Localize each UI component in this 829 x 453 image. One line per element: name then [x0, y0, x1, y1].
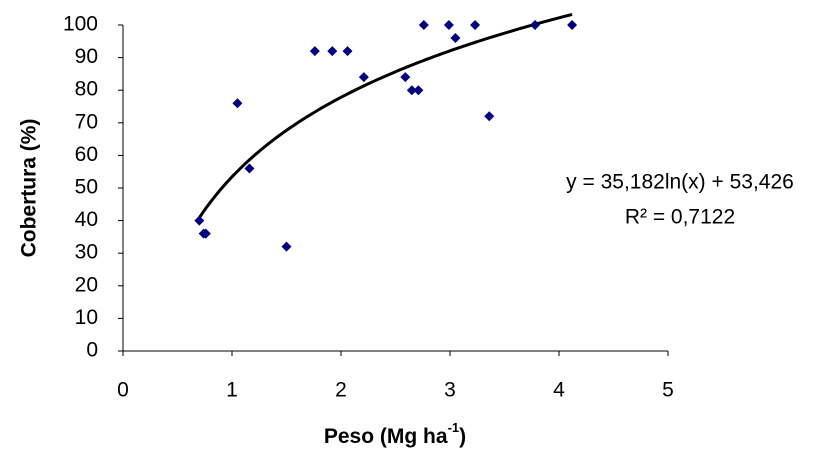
x-tick-label: 0: [117, 379, 129, 402]
point: [406, 85, 417, 96]
point: [400, 72, 411, 83]
point: [281, 241, 292, 252]
x-axis-label-superscript: -1: [448, 420, 460, 435]
point: [484, 111, 495, 122]
y-tick-label: 50: [75, 176, 98, 199]
y-tick-label: 100: [63, 13, 98, 36]
point: [413, 85, 424, 96]
trendline: [198, 12, 573, 219]
y-tick-label: 70: [75, 110, 98, 133]
x-axis-label-text: Peso (Mg ha: [324, 425, 448, 448]
x-tick-label: 5: [662, 379, 674, 402]
y-axis-label: Cobertura (%): [18, 119, 41, 258]
y-tick-label: 0: [86, 339, 98, 362]
x-axis-label: Peso (Mg ha-1): [324, 420, 466, 447]
x-tick-label: 3: [444, 379, 456, 402]
point: [530, 20, 541, 30]
x-tick-label: 4: [553, 379, 565, 402]
point: [327, 46, 338, 57]
y-tick-label: 80: [75, 78, 98, 101]
point: [443, 20, 454, 30]
point: [232, 98, 243, 109]
x-axis-label-close: ): [459, 425, 466, 448]
y-tick-label: 60: [75, 143, 98, 166]
y-tick-label: 20: [75, 273, 98, 296]
x-tick-label: 1: [226, 379, 238, 402]
point: [342, 46, 353, 57]
point: [418, 20, 429, 30]
y-tick-label: 30: [75, 241, 98, 264]
point: [244, 163, 255, 174]
trendline-r2: R² = 0,7122: [625, 206, 735, 229]
point: [194, 215, 205, 226]
point: [470, 20, 481, 30]
trendline-equation: y = 35,182ln(x) + 53,426: [566, 171, 794, 194]
x-tick-label: 2: [335, 379, 347, 402]
y-tick-label: 10: [75, 306, 98, 329]
point: [358, 72, 369, 83]
point: [200, 228, 211, 239]
y-tick-label: 90: [75, 45, 98, 68]
point: [567, 20, 578, 30]
y-tick-label: 40: [75, 208, 98, 231]
point: [309, 46, 320, 57]
point: [450, 33, 461, 44]
